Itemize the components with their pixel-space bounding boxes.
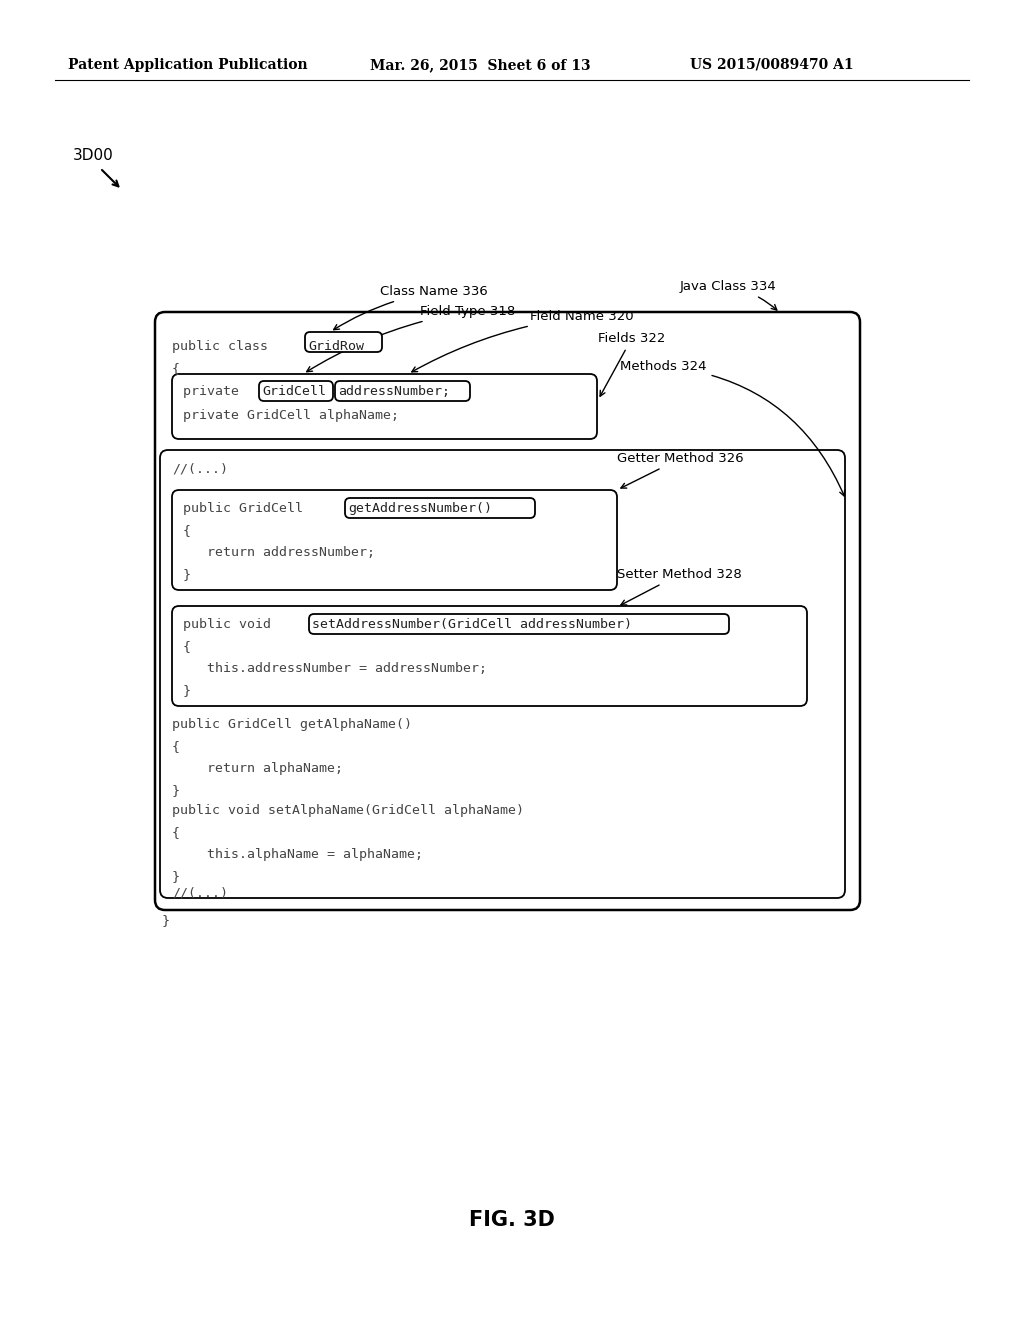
FancyBboxPatch shape bbox=[259, 381, 333, 401]
Text: {: { bbox=[172, 826, 180, 840]
Text: {: { bbox=[172, 362, 180, 375]
Text: FIG. 3D: FIG. 3D bbox=[469, 1210, 555, 1230]
Text: Field Name 320: Field Name 320 bbox=[412, 310, 634, 372]
Text: Java Class 334: Java Class 334 bbox=[680, 280, 777, 310]
Text: private: private bbox=[183, 385, 247, 399]
Text: public class: public class bbox=[172, 341, 276, 352]
FancyBboxPatch shape bbox=[160, 450, 845, 898]
Text: return addressNumber;: return addressNumber; bbox=[207, 546, 375, 558]
Text: public GridCell getAlphaName(): public GridCell getAlphaName() bbox=[172, 718, 412, 731]
FancyBboxPatch shape bbox=[305, 333, 382, 352]
Text: public void: public void bbox=[183, 618, 279, 631]
Text: }: } bbox=[172, 784, 180, 797]
Text: this.alphaName = alphaName;: this.alphaName = alphaName; bbox=[207, 847, 423, 861]
Text: public void setAlphaName(GridCell alphaName): public void setAlphaName(GridCell alphaN… bbox=[172, 804, 524, 817]
Text: return alphaName;: return alphaName; bbox=[207, 762, 343, 775]
FancyBboxPatch shape bbox=[172, 374, 597, 440]
Text: setAddressNumber(GridCell addressNumber): setAddressNumber(GridCell addressNumber) bbox=[312, 618, 632, 631]
Text: US 2015/0089470 A1: US 2015/0089470 A1 bbox=[690, 58, 854, 73]
Text: addressNumber;: addressNumber; bbox=[338, 385, 450, 399]
Text: }: } bbox=[162, 913, 170, 927]
Text: this.addressNumber = addressNumber;: this.addressNumber = addressNumber; bbox=[207, 663, 487, 675]
Text: Getter Method 326: Getter Method 326 bbox=[617, 451, 743, 488]
Text: Setter Method 328: Setter Method 328 bbox=[617, 568, 741, 605]
Text: //(...): //(...) bbox=[172, 886, 228, 899]
FancyBboxPatch shape bbox=[335, 381, 470, 401]
Text: //(...): //(...) bbox=[172, 462, 228, 475]
Text: 3D00: 3D00 bbox=[73, 148, 114, 162]
Text: GridRow: GridRow bbox=[308, 341, 364, 352]
Text: Methods 324: Methods 324 bbox=[620, 360, 845, 496]
Text: Field Type 318: Field Type 318 bbox=[306, 305, 515, 372]
Text: GridCell: GridCell bbox=[262, 385, 326, 399]
FancyBboxPatch shape bbox=[345, 498, 535, 517]
Text: Fields 322: Fields 322 bbox=[598, 333, 666, 396]
Text: }: } bbox=[183, 568, 191, 581]
Text: {: { bbox=[172, 741, 180, 752]
FancyBboxPatch shape bbox=[309, 614, 729, 634]
FancyBboxPatch shape bbox=[155, 312, 860, 909]
Text: {: { bbox=[183, 524, 191, 537]
Text: Class Name 336: Class Name 336 bbox=[334, 285, 487, 330]
Text: public GridCell: public GridCell bbox=[183, 502, 311, 515]
Text: }: } bbox=[172, 870, 180, 883]
Text: Mar. 26, 2015  Sheet 6 of 13: Mar. 26, 2015 Sheet 6 of 13 bbox=[370, 58, 591, 73]
Text: {: { bbox=[183, 640, 191, 653]
Text: private GridCell alphaName;: private GridCell alphaName; bbox=[183, 409, 399, 422]
Text: Patent Application Publication: Patent Application Publication bbox=[68, 58, 307, 73]
FancyBboxPatch shape bbox=[172, 606, 807, 706]
Text: }: } bbox=[183, 684, 191, 697]
Text: getAddressNumber(): getAddressNumber() bbox=[348, 502, 492, 515]
FancyBboxPatch shape bbox=[172, 490, 617, 590]
